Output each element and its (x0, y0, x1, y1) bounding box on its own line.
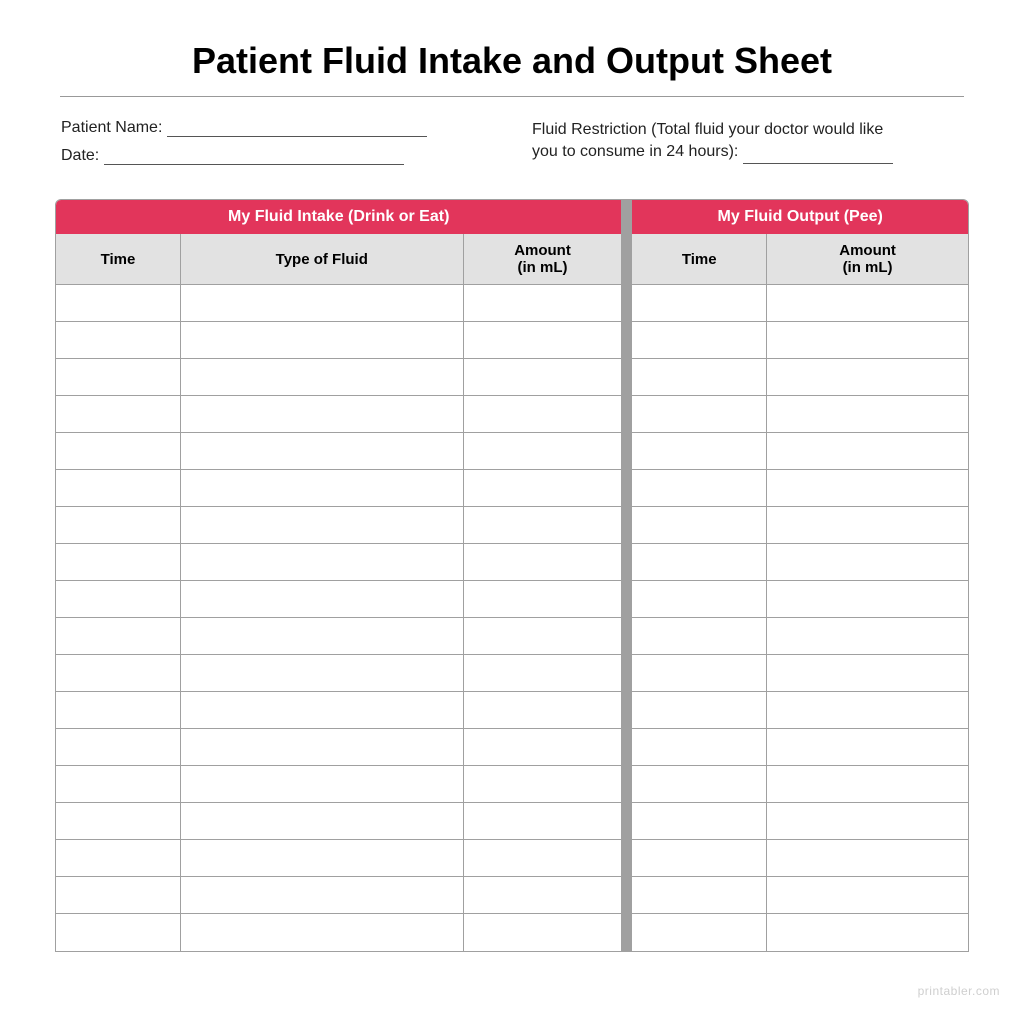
table-row[interactable] (56, 803, 621, 840)
table-row[interactable] (56, 433, 621, 470)
intake-col-amount: Amount (in mL) (463, 234, 621, 285)
table-row[interactable] (632, 285, 968, 322)
output-table-wrap: My Fluid Output (Pee) Time Amount (in mL… (632, 200, 968, 951)
table-row[interactable] (632, 470, 968, 507)
patient-name-label: Patient Name: (61, 119, 162, 136)
table-row[interactable] (56, 766, 621, 803)
table-divider (621, 200, 632, 951)
table-row[interactable] (632, 581, 968, 618)
table-row[interactable] (632, 359, 968, 396)
output-col-time: Time (632, 234, 766, 285)
table-row[interactable] (56, 914, 621, 951)
table-row[interactable] (56, 729, 621, 766)
intake-table-wrap: My Fluid Intake (Drink or Eat) Time Type… (56, 200, 621, 951)
intake-col-type: Type of Fluid (180, 234, 463, 285)
output-banner: My Fluid Output (Pee) (632, 200, 968, 234)
table-row[interactable] (632, 692, 968, 729)
patient-fields: Patient Name: Date: Fluid Restriction (T… (55, 119, 969, 175)
table-row[interactable] (632, 729, 968, 766)
table-row[interactable] (632, 433, 968, 470)
page-title: Patient Fluid Intake and Output Sheet (55, 40, 969, 82)
table-row[interactable] (632, 803, 968, 840)
table-row[interactable] (632, 914, 968, 951)
table-row[interactable] (632, 840, 968, 877)
table-row[interactable] (56, 581, 621, 618)
table-row[interactable] (56, 285, 621, 322)
table-row[interactable] (632, 618, 968, 655)
table-row[interactable] (632, 655, 968, 692)
table-row[interactable] (632, 322, 968, 359)
restriction-label-line1: Fluid Restriction (Total fluid your doct… (532, 121, 883, 138)
table-row[interactable] (56, 396, 621, 433)
table-row[interactable] (56, 840, 621, 877)
output-table: Time Amount (in mL) (632, 234, 968, 951)
table-row[interactable] (632, 396, 968, 433)
table-row[interactable] (632, 544, 968, 581)
table-row[interactable] (56, 544, 621, 581)
watermark: printabler.com (918, 984, 1000, 998)
table-row[interactable] (56, 507, 621, 544)
date-input[interactable] (104, 147, 404, 165)
intake-col-time: Time (56, 234, 180, 285)
table-row[interactable] (56, 359, 621, 396)
date-label: Date: (61, 147, 99, 164)
table-row[interactable] (632, 507, 968, 544)
title-divider (60, 96, 964, 97)
table-row[interactable] (56, 877, 621, 914)
table-row[interactable] (56, 655, 621, 692)
output-col-amount: Amount (in mL) (767, 234, 968, 285)
table-row[interactable] (632, 766, 968, 803)
table-row[interactable] (632, 877, 968, 914)
patient-name-input[interactable] (167, 119, 427, 137)
intake-banner: My Fluid Intake (Drink or Eat) (56, 200, 621, 234)
tables-container: My Fluid Intake (Drink or Eat) Time Type… (55, 199, 969, 952)
intake-table: Time Type of Fluid Amount (in mL) (56, 234, 621, 951)
table-row[interactable] (56, 322, 621, 359)
restriction-label-line2: you to consume in 24 hours): (532, 143, 738, 160)
table-row[interactable] (56, 692, 621, 729)
table-row[interactable] (56, 618, 621, 655)
table-row[interactable] (56, 470, 621, 507)
restriction-input[interactable] (743, 146, 893, 164)
